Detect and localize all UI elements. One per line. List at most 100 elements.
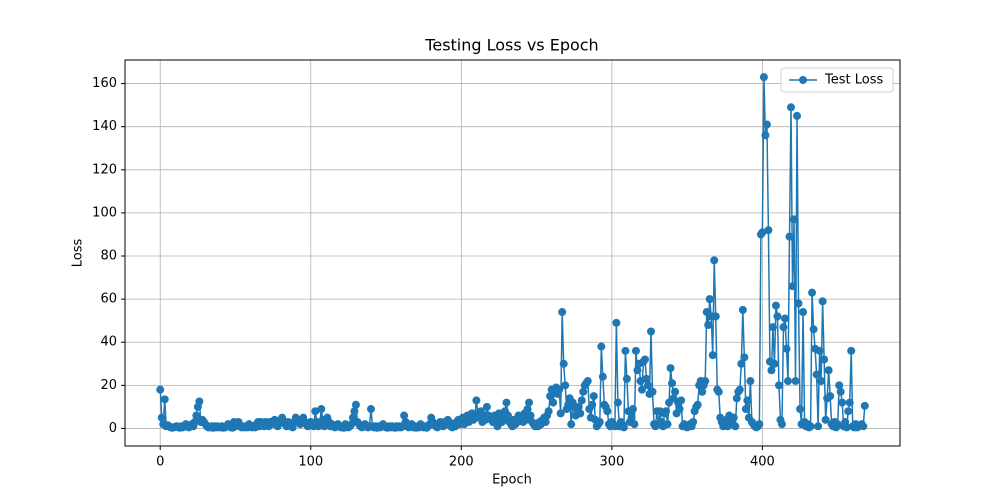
point <box>770 359 779 368</box>
point <box>627 413 636 422</box>
point <box>598 372 607 381</box>
point <box>732 394 741 403</box>
y-tick-label: 60 <box>100 292 117 307</box>
point <box>731 422 740 431</box>
point <box>698 387 707 396</box>
point <box>710 256 719 265</box>
point <box>631 346 640 355</box>
point <box>808 288 817 297</box>
point <box>859 422 868 431</box>
point <box>806 422 815 431</box>
point <box>576 409 585 418</box>
point <box>556 409 565 418</box>
point <box>780 314 789 323</box>
point <box>758 228 767 237</box>
point <box>785 232 794 241</box>
point <box>642 374 651 383</box>
chart-title: Testing Loss vs Epoch <box>424 36 598 55</box>
point <box>157 413 166 422</box>
point <box>689 417 698 426</box>
point <box>544 407 553 416</box>
point <box>701 377 710 386</box>
point <box>741 405 750 414</box>
point <box>814 422 823 431</box>
point <box>662 407 671 416</box>
y-tick-label: 100 <box>92 205 117 220</box>
point <box>549 398 558 407</box>
point <box>708 351 717 360</box>
point <box>762 120 771 129</box>
point <box>633 366 642 375</box>
point <box>817 377 826 386</box>
point <box>555 385 564 394</box>
point <box>768 323 777 332</box>
point <box>826 392 835 401</box>
point <box>835 381 844 390</box>
point <box>820 355 829 364</box>
point <box>845 398 854 407</box>
point <box>190 417 199 426</box>
point <box>621 346 630 355</box>
legend-label: Test Loss <box>824 73 883 88</box>
point <box>666 364 675 373</box>
point <box>705 295 714 304</box>
point <box>588 400 597 409</box>
point <box>761 131 770 140</box>
point <box>640 355 649 364</box>
point <box>838 398 847 407</box>
point <box>833 420 842 429</box>
point <box>860 401 869 410</box>
point <box>619 423 628 432</box>
point <box>796 405 805 414</box>
point <box>777 420 786 429</box>
point <box>317 405 326 414</box>
point <box>637 385 646 394</box>
point <box>767 366 776 375</box>
point <box>759 73 768 82</box>
x-tick-label: 300 <box>599 455 624 470</box>
point <box>788 282 797 291</box>
point <box>482 402 491 411</box>
point <box>643 381 652 390</box>
point <box>746 377 755 386</box>
point <box>771 301 780 310</box>
point <box>525 398 534 407</box>
point <box>729 413 738 422</box>
point <box>809 325 818 334</box>
y-tick-label: 160 <box>92 76 117 91</box>
point <box>558 308 567 317</box>
point <box>799 308 808 317</box>
point <box>647 327 656 336</box>
y-tick-label: 40 <box>100 335 117 350</box>
point <box>821 415 830 424</box>
point <box>577 396 586 405</box>
point <box>156 385 165 394</box>
point <box>589 392 598 401</box>
point <box>779 323 788 332</box>
point <box>366 405 375 414</box>
point <box>790 215 799 224</box>
point <box>350 407 359 416</box>
point <box>192 411 201 420</box>
legend-box <box>780 67 894 93</box>
point <box>400 411 409 420</box>
y-axis-label: Loss <box>71 239 86 268</box>
point <box>622 374 631 383</box>
point <box>818 297 827 306</box>
y-tick-label: 0 <box>109 421 117 436</box>
point <box>603 407 612 416</box>
point <box>794 299 803 308</box>
y-tick-label: 20 <box>100 378 117 393</box>
point <box>671 387 680 396</box>
point <box>783 377 792 386</box>
point <box>583 377 592 386</box>
x-tick-label: 0 <box>156 455 164 470</box>
plot-frame <box>124 59 901 447</box>
point <box>836 387 845 396</box>
point <box>502 398 511 407</box>
point <box>668 379 677 388</box>
point <box>636 377 645 386</box>
point <box>567 420 576 429</box>
point <box>711 312 720 321</box>
